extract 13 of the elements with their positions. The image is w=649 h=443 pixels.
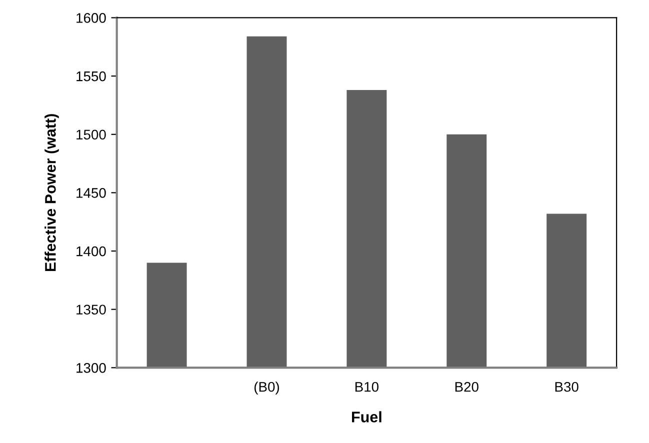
x-axis-title: Fuel: [352, 411, 382, 422]
x-tick-label: B10: [355, 382, 378, 392]
y-tick-label: 1450: [76, 188, 106, 198]
y-tick-label: 1350: [76, 304, 106, 315]
y-tick-label: 1300: [76, 363, 106, 373]
x-tick-label: B20: [455, 382, 478, 392]
y-tick-label: 1400: [76, 246, 106, 256]
y-tick-label: 1550: [76, 71, 106, 82]
x-tick-label: B30: [555, 382, 578, 392]
x-tick-label: (B0): [254, 382, 279, 395]
y-tick-label: 1500: [76, 130, 106, 140]
y-axis-title: Effective Power (watt): [44, 114, 59, 272]
y-tick-label: 1600: [76, 13, 106, 23]
